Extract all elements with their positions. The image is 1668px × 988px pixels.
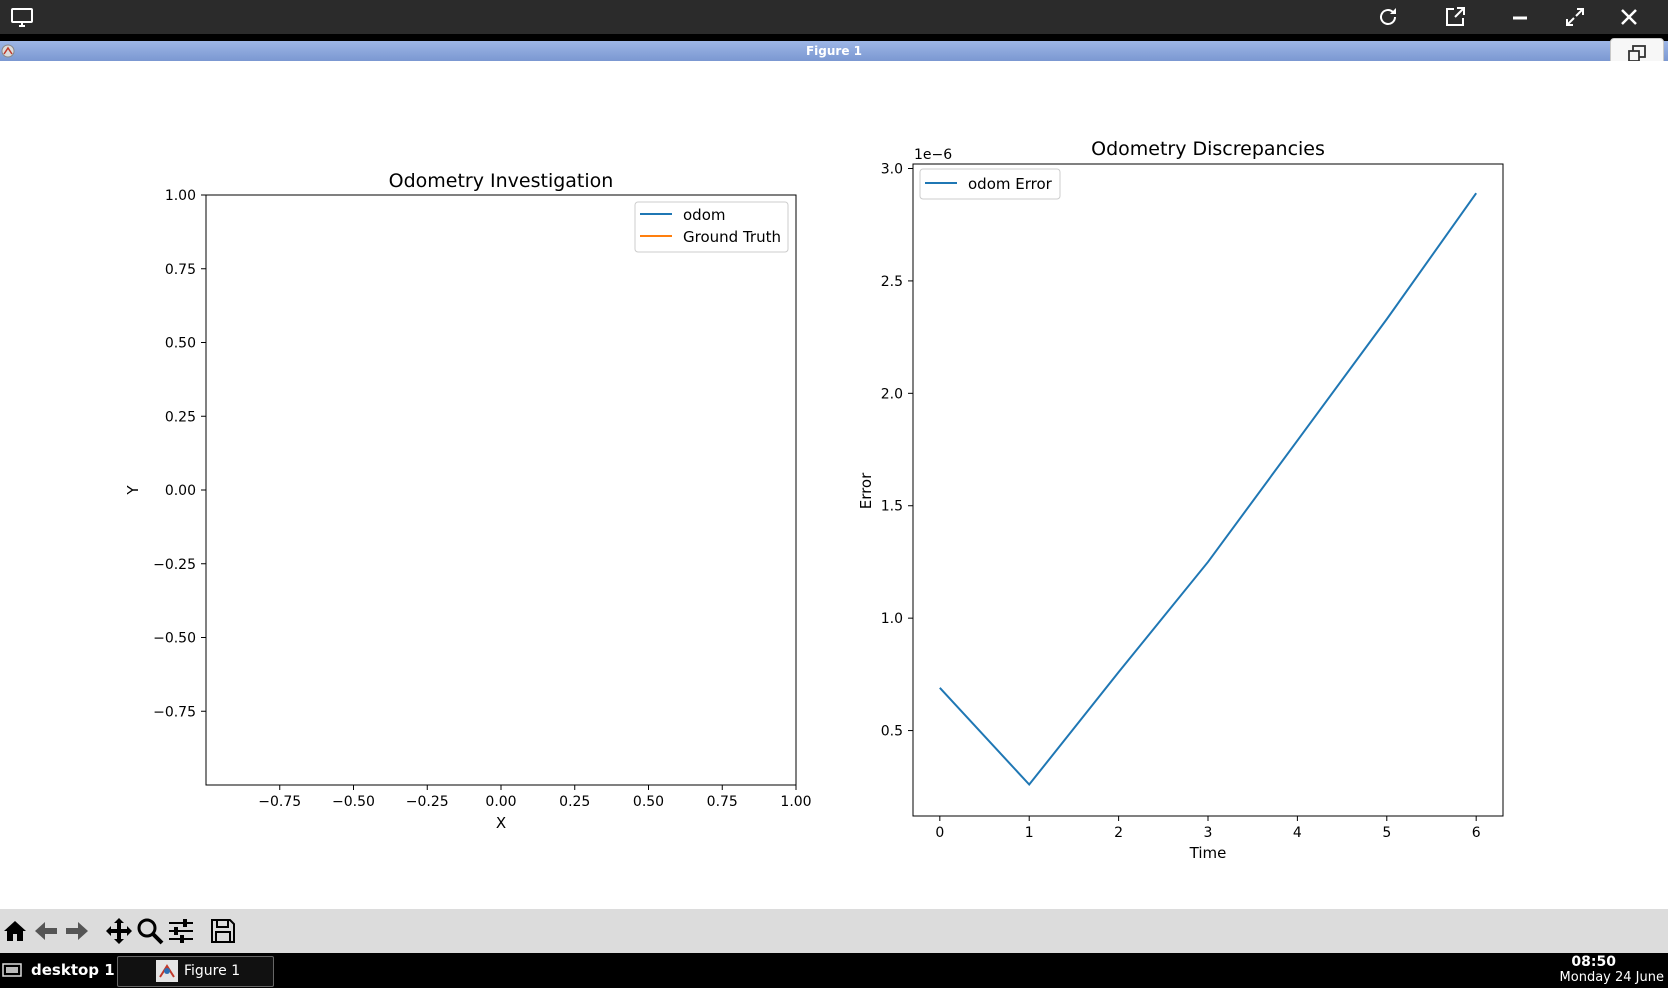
app-icon xyxy=(156,960,178,982)
y-tick-label: −0.50 xyxy=(153,631,196,647)
y-tick-label: 0.25 xyxy=(165,409,196,425)
x-tick-label: 6 xyxy=(1472,825,1481,841)
figure-canvas[interactable]: Odometry Investigation X Y −0.75 −0.50 −0.… xyxy=(0,61,1668,909)
legend: odom Error xyxy=(919,168,1061,200)
plot-frame xyxy=(912,163,1504,817)
chart-title: Odometry Discrepancies xyxy=(1091,138,1325,160)
y-tick-label: −0.25 xyxy=(153,557,196,573)
open-external-icon[interactable] xyxy=(1443,5,1467,29)
window-title: Figure 1 xyxy=(805,44,863,58)
y-offset-text: 1e−6 xyxy=(914,147,952,163)
x-tick-label: 4 xyxy=(1293,825,1302,841)
x-tick-label: 0 xyxy=(935,825,944,841)
figure-svg: Odometry Investigation X Y −0.75 −0.50 −0.… xyxy=(124,138,1504,862)
app-icon xyxy=(1,44,15,58)
y-tick-label: 1.00 xyxy=(165,188,196,204)
zoom-icon[interactable] xyxy=(135,916,165,946)
chart-title: Odometry Investigation xyxy=(389,170,614,192)
y-axis-label: Y xyxy=(124,485,142,496)
y-tick-label: 0.50 xyxy=(165,336,196,352)
navigation-toolbar xyxy=(0,909,1668,953)
pan-icon[interactable] xyxy=(104,916,134,946)
legend-label-odom: odom xyxy=(683,206,726,224)
y-tick-label: 2.5 xyxy=(881,274,903,290)
x-tick-label: −0.75 xyxy=(258,794,301,810)
x-axis-label: Time xyxy=(1189,844,1227,862)
forward-arrow-icon[interactable] xyxy=(62,916,92,946)
y-tick-label: 0.5 xyxy=(881,724,903,740)
monitor-icon[interactable] xyxy=(10,5,34,29)
x-tick-label: 1.00 xyxy=(780,794,811,810)
x-tick-label: −0.50 xyxy=(332,794,375,810)
save-icon[interactable] xyxy=(208,916,238,946)
x-tick-label: 3 xyxy=(1204,825,1213,841)
back-arrow-icon[interactable] xyxy=(31,916,61,946)
x-tick-label: 0.25 xyxy=(559,794,590,810)
minimize-icon[interactable] xyxy=(1508,5,1532,29)
home-icon[interactable] xyxy=(0,916,30,946)
clock-date: Monday 24 June xyxy=(1559,970,1664,985)
x-tick-label: 0.00 xyxy=(485,794,516,810)
x-tick-label: 2 xyxy=(1114,825,1123,841)
y-tick-label: 0.75 xyxy=(165,262,196,278)
x-tick-label: 5 xyxy=(1382,825,1391,841)
viewer-top-bar xyxy=(0,0,1668,34)
maximize-icon[interactable] xyxy=(1563,5,1587,29)
y-tick-label: 2.0 xyxy=(881,386,903,402)
taskbar-item-label: Figure 1 xyxy=(184,963,241,979)
separator xyxy=(0,34,1668,41)
y-tick-label: 1.0 xyxy=(881,611,903,627)
taskbar: desktop 1 Figure 1 08:50 Monday 24 June xyxy=(0,953,1668,988)
x-tick-label: −0.25 xyxy=(406,794,449,810)
legend-label-odom-error: odom Error xyxy=(968,175,1053,193)
plot-frame xyxy=(205,194,797,786)
desktop-switcher-icon[interactable] xyxy=(2,963,24,979)
chart-odometry-investigation: Odometry Investigation X Y −0.75 −0.50 −0.… xyxy=(124,170,812,832)
y-tick-label: −0.75 xyxy=(153,704,196,720)
legend: odom Ground Truth xyxy=(634,201,789,253)
y-axis-label: Error xyxy=(857,472,875,509)
x-tick-label: 0.50 xyxy=(633,794,664,810)
window-title-bar[interactable]: Figure 1 xyxy=(0,41,1668,61)
x-tick-label: 0.75 xyxy=(707,794,738,810)
legend-label-ground-truth: Ground Truth xyxy=(683,228,781,246)
series-line xyxy=(939,192,1477,787)
chart-odometry-discrepancies: Odometry Discrepancies Time Error 1e−6 0… xyxy=(857,138,1504,862)
configure-subplots-icon[interactable] xyxy=(166,916,196,946)
y-tick-label: 3.0 xyxy=(881,161,903,177)
x-tick-label: 1 xyxy=(1025,825,1034,841)
taskbar-item-figure[interactable]: Figure 1 xyxy=(117,956,274,987)
y-tick-label: 1.5 xyxy=(881,499,903,515)
refresh-icon[interactable] xyxy=(1376,5,1400,29)
close-icon[interactable] xyxy=(1617,5,1641,29)
x-axis-label: X xyxy=(496,814,506,832)
desktop-label[interactable]: desktop 1 xyxy=(31,961,115,979)
y-tick-label: 0.00 xyxy=(165,483,196,499)
clock-time: 08:50 xyxy=(1571,954,1616,970)
